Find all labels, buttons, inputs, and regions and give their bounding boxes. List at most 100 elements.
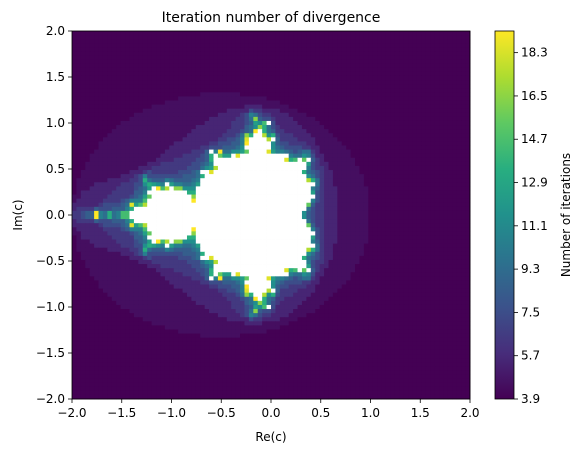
heatmap-cell xyxy=(182,231,188,236)
heatmap-cell xyxy=(125,100,130,105)
heatmap-cell xyxy=(332,31,338,36)
heatmap-cell xyxy=(319,227,325,232)
heatmap-cell xyxy=(306,178,312,183)
heatmap-cell xyxy=(116,59,122,65)
heatmap-cell xyxy=(142,100,148,105)
heatmap-cell xyxy=(399,227,405,232)
heatmap-cell xyxy=(279,116,285,122)
heatmap-cell xyxy=(359,84,365,89)
heatmap-cell xyxy=(315,120,321,126)
heatmap-cell xyxy=(85,67,91,73)
heatmap-cell xyxy=(226,182,232,187)
heatmap-cell xyxy=(133,235,139,240)
heatmap-cell xyxy=(452,80,458,85)
heatmap-cell xyxy=(142,116,148,122)
heatmap-cell xyxy=(102,125,108,130)
heatmap-cell xyxy=(421,149,427,155)
heatmap-cell xyxy=(275,47,281,52)
heatmap-cell xyxy=(169,112,175,118)
heatmap-cell xyxy=(76,125,82,130)
heatmap-cell xyxy=(390,235,396,240)
heatmap-cell xyxy=(235,31,241,36)
heatmap-cell xyxy=(359,186,365,191)
heatmap-cell xyxy=(399,88,405,93)
heatmap-cell xyxy=(310,235,316,240)
heatmap-cell xyxy=(390,202,396,208)
heatmap-cell xyxy=(403,194,409,200)
heatmap-cell xyxy=(244,161,250,167)
heatmap-cell xyxy=(284,174,290,179)
heatmap-cell xyxy=(465,239,471,245)
heatmap-cell xyxy=(200,108,206,114)
heatmap-cell xyxy=(80,104,86,110)
heatmap-cell xyxy=(133,186,139,191)
heatmap-cell xyxy=(310,202,316,208)
heatmap-cell xyxy=(443,165,449,171)
heatmap-cell xyxy=(173,182,179,187)
heatmap-cell xyxy=(394,129,400,134)
heatmap-cell xyxy=(408,182,413,187)
heatmap-cell xyxy=(301,35,307,40)
heatmap-cell xyxy=(248,165,254,171)
heatmap-cell xyxy=(355,235,360,240)
heatmap-cell xyxy=(147,174,152,179)
heatmap-cell xyxy=(394,161,400,167)
heatmap-cell xyxy=(129,71,135,77)
heatmap-cell xyxy=(416,133,422,138)
heatmap-cell xyxy=(240,116,245,122)
heatmap-cell xyxy=(182,51,188,56)
heatmap-cell xyxy=(156,47,161,52)
heatmap-cell xyxy=(213,153,219,159)
heatmap-cell xyxy=(439,75,444,81)
heatmap-cell xyxy=(297,239,303,245)
heatmap-cell xyxy=(178,75,183,81)
heatmap-cell xyxy=(301,219,307,224)
heatmap-cell xyxy=(359,125,365,130)
heatmap-cell xyxy=(461,116,466,122)
heatmap-cell xyxy=(120,125,126,130)
heatmap-cell xyxy=(80,243,86,249)
heatmap-cell xyxy=(94,239,99,245)
heatmap-cell xyxy=(107,133,113,138)
heatmap-cell xyxy=(72,80,77,85)
heatmap-cell xyxy=(293,96,298,101)
heatmap-cell xyxy=(425,125,431,130)
heatmap-cell xyxy=(461,219,466,224)
heatmap-cell xyxy=(301,149,307,155)
heatmap-cell xyxy=(262,80,267,85)
heatmap-cell xyxy=(452,210,458,216)
heatmap-cell xyxy=(186,100,192,105)
heatmap-cell xyxy=(138,108,144,114)
heatmap-cell xyxy=(182,96,188,101)
heatmap-cell xyxy=(306,243,312,249)
heatmap-cell xyxy=(173,125,179,130)
heatmap-cell xyxy=(337,141,343,146)
heatmap-cell xyxy=(372,149,378,155)
heatmap-cell xyxy=(319,63,325,69)
heatmap-cell xyxy=(284,92,290,97)
heatmap-cell xyxy=(262,75,267,81)
heatmap-cell xyxy=(178,112,183,118)
heatmap-cell xyxy=(186,149,192,155)
heatmap-cell xyxy=(107,194,113,200)
heatmap-cell xyxy=(368,251,374,257)
heatmap-cell xyxy=(465,35,471,40)
heatmap-cell xyxy=(169,43,175,48)
heatmap-cell xyxy=(266,170,272,175)
heatmap-cell xyxy=(456,194,462,200)
heatmap-cell xyxy=(368,35,374,40)
heatmap-cell xyxy=(359,190,365,195)
heatmap-cell xyxy=(94,75,99,81)
heatmap-cell xyxy=(412,71,418,77)
heatmap-cell xyxy=(346,149,351,155)
heatmap-cell xyxy=(169,194,175,200)
heatmap-cell xyxy=(465,133,471,138)
heatmap-cell xyxy=(430,251,436,257)
heatmap-cell xyxy=(275,39,281,44)
heatmap-cell xyxy=(178,161,183,167)
heatmap-cell xyxy=(439,63,444,69)
heatmap-cell xyxy=(262,231,267,236)
heatmap-cell xyxy=(372,141,378,146)
heatmap-cell xyxy=(319,206,325,212)
heatmap-cell xyxy=(160,235,166,240)
